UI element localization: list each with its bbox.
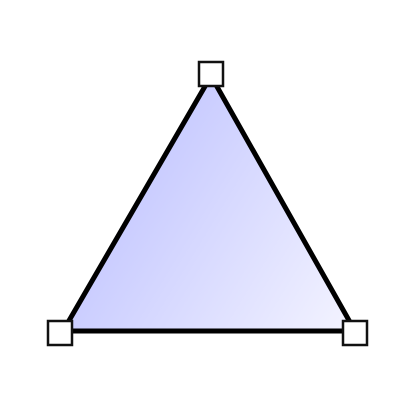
vertex-handle-bottom-left[interactable] [46, 319, 74, 347]
vertex-handle-bottom-right[interactable] [341, 319, 369, 347]
triangle-shape[interactable] [58, 70, 360, 334]
vertex-handle-top[interactable] [197, 60, 225, 88]
